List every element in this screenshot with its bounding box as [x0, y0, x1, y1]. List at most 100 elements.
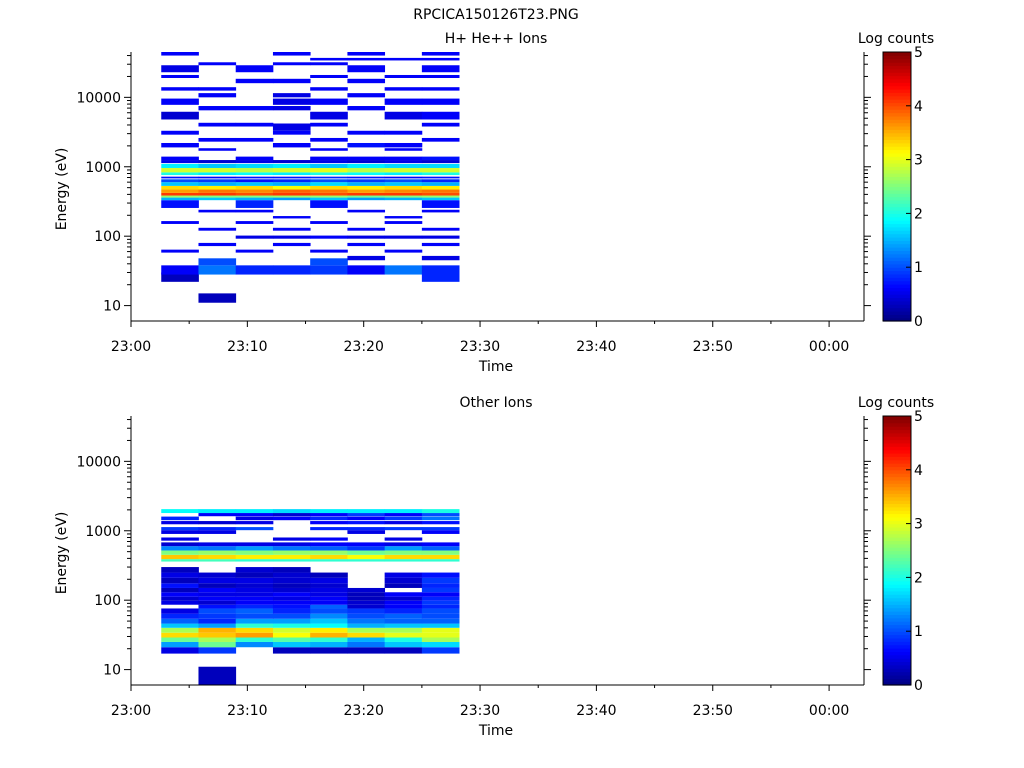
colorbar-segment	[883, 510, 911, 515]
heatmap-cell	[235, 189, 274, 193]
colorbar-segment	[883, 570, 911, 575]
heatmap-cell	[235, 577, 274, 584]
heatmap-cell	[347, 587, 386, 593]
heatmap-cell	[235, 195, 274, 198]
colorbar-segment	[883, 159, 911, 164]
y-tick-label: 10000	[76, 90, 121, 106]
heatmap-cell	[310, 221, 348, 224]
colorbar-segment	[883, 611, 911, 615]
colorbar-segment	[883, 236, 911, 241]
colorbar-segment	[883, 216, 911, 221]
heatmap-cell	[235, 554, 274, 560]
heatmap-cell	[347, 255, 386, 261]
heatmap-cell	[235, 542, 274, 547]
heatmap-cell	[421, 596, 460, 601]
heatmap-cell	[347, 608, 386, 614]
heatmap-cell	[310, 185, 348, 190]
heatmap-cell	[272, 604, 311, 609]
heatmap-cell	[198, 148, 237, 151]
colorbar-segment	[883, 621, 911, 626]
heatmap-cell	[384, 189, 423, 193]
heatmap-cell	[235, 179, 274, 183]
heatmap-cell	[384, 111, 423, 120]
heatmap-cell	[235, 623, 274, 628]
heatmap-cell	[421, 592, 460, 597]
heatmap-cell	[161, 567, 199, 573]
heatmap-cell	[235, 641, 274, 648]
colorbar-segment	[883, 533, 911, 538]
heatmap-cell	[421, 156, 460, 161]
heatmap-cell	[347, 623, 386, 628]
colorbar-segment	[883, 661, 911, 666]
heatmap-cell	[421, 197, 460, 201]
heatmap-cell	[272, 567, 311, 573]
colorbar-segment	[883, 637, 911, 642]
colorbar-segment	[883, 199, 911, 204]
heatmap-cell	[235, 167, 274, 173]
heatmap-cell	[384, 160, 423, 164]
colorbar-segment	[883, 247, 911, 251]
heatmap-cell	[347, 513, 386, 517]
colorbar-segment	[883, 263, 911, 268]
heatmap-cell	[161, 632, 199, 638]
heatmap-cell	[161, 559, 199, 562]
heatmap-cell	[198, 521, 237, 525]
heatmap-cell	[161, 572, 199, 578]
heatmap-cell	[384, 577, 423, 584]
colorbar-segment	[883, 607, 911, 612]
heatmap-cell	[272, 647, 311, 654]
heatmap-cell	[161, 189, 199, 193]
heatmap-cell	[421, 559, 460, 562]
heatmap-cell	[347, 641, 386, 648]
heatmap-cell	[384, 192, 423, 196]
x-tick-label: 23:00	[111, 703, 151, 719]
heatmap-cell	[161, 550, 199, 555]
heatmap-cell	[384, 197, 423, 201]
colorbar-segment	[883, 668, 911, 673]
colorbar-segment	[883, 674, 911, 679]
heatmap-cell	[347, 647, 386, 654]
heatmap-cell	[310, 57, 348, 61]
heatmap-cell	[272, 613, 311, 619]
heatmap-cell	[421, 272, 460, 282]
heatmap-cell	[310, 627, 348, 633]
colorbar-segment	[883, 243, 911, 248]
y-tick-label: 1000	[85, 524, 121, 540]
heatmap-cell	[272, 550, 311, 555]
colorbar-segment	[883, 226, 911, 231]
colorbar-segment	[883, 156, 911, 161]
heatmap-cell	[161, 197, 199, 201]
heatmap-cell	[272, 195, 311, 198]
heatmap-cell	[347, 93, 386, 98]
heatmap-cell	[198, 583, 237, 588]
heatmap-cell	[384, 596, 423, 601]
heatmap-cell	[272, 106, 311, 111]
colorbar-segment	[883, 136, 911, 141]
heatmap-cell	[272, 583, 311, 588]
colorbar-segment	[883, 99, 911, 104]
colorbar-segment	[883, 290, 911, 295]
heatmap-cell	[310, 623, 348, 628]
colorbar-segment	[883, 317, 911, 322]
heatmap-cell	[384, 195, 423, 198]
heatmap-cell	[161, 587, 199, 593]
colorbar-segment	[883, 513, 911, 518]
colorbar-segment	[883, 166, 911, 171]
heatmap-cell	[198, 550, 237, 555]
heatmap-cell	[235, 160, 274, 164]
heatmap-cell	[272, 537, 311, 541]
heatmap-cell	[310, 182, 348, 186]
heatmap-cell	[310, 122, 348, 127]
heatmap-cell	[161, 182, 199, 186]
colorbar-segment	[883, 122, 911, 127]
heatmap-cell	[421, 637, 460, 642]
heatmap-cell	[384, 637, 423, 642]
colorbar-segment	[883, 250, 911, 255]
heatmap-cell	[310, 176, 348, 179]
colorbar-segment	[883, 587, 911, 592]
heatmap-cell	[161, 172, 199, 176]
colorbar-segment	[883, 476, 911, 481]
heatmap-cell	[384, 632, 423, 638]
colorbar-segment	[883, 493, 911, 498]
colorbar-segment	[883, 273, 911, 278]
